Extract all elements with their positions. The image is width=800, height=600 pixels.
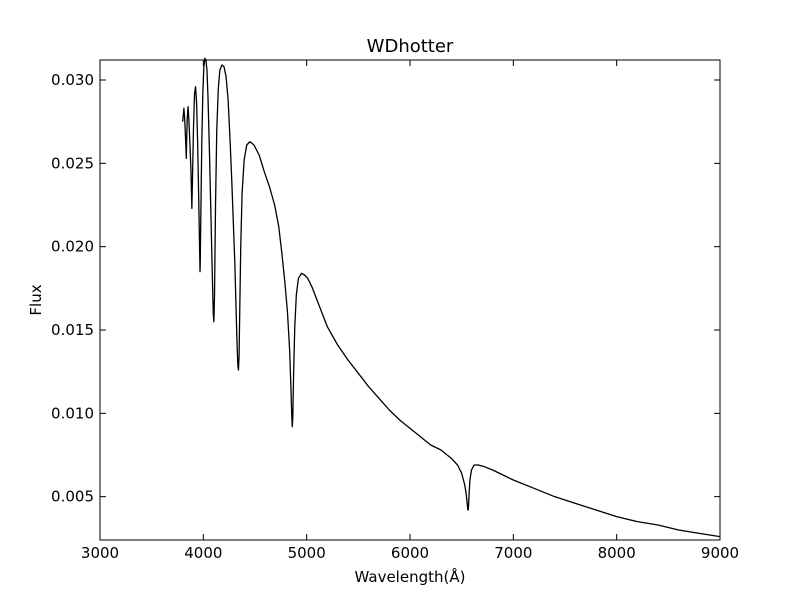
- y-tick-label: 0.030: [51, 71, 94, 89]
- x-axis-ticks: 3000 4000 5000 6000 7000 8000 9000: [81, 60, 739, 562]
- x-tick-label: 9000: [701, 544, 739, 562]
- y-axis-label: Flux: [27, 284, 45, 315]
- x-tick-label: 7000: [494, 544, 532, 562]
- axes-frame: [99, 59, 721, 541]
- x-axis-label: Wavelength(Å): [355, 567, 466, 586]
- x-tick-label: 8000: [598, 544, 636, 562]
- y-tick-label: 0.020: [51, 238, 94, 256]
- y-tick-label: 0.010: [51, 404, 94, 422]
- y-axis-ticks: 0.005 0.010 0.015 0.020 0.025 0.030: [51, 71, 720, 506]
- x-tick-label: 6000: [391, 544, 429, 562]
- x-tick-label: 4000: [184, 544, 222, 562]
- x-tick-label: 3000: [81, 544, 119, 562]
- y-tick-label: 0.005: [51, 488, 94, 506]
- y-tick-label: 0.025: [51, 154, 94, 172]
- y-tick-label: 0.015: [51, 321, 94, 339]
- plot-area: [182, 57, 721, 538]
- x-tick-label: 5000: [288, 544, 326, 562]
- spectrum-line: [182, 57, 721, 538]
- chart-title: WDhotter: [367, 36, 454, 57]
